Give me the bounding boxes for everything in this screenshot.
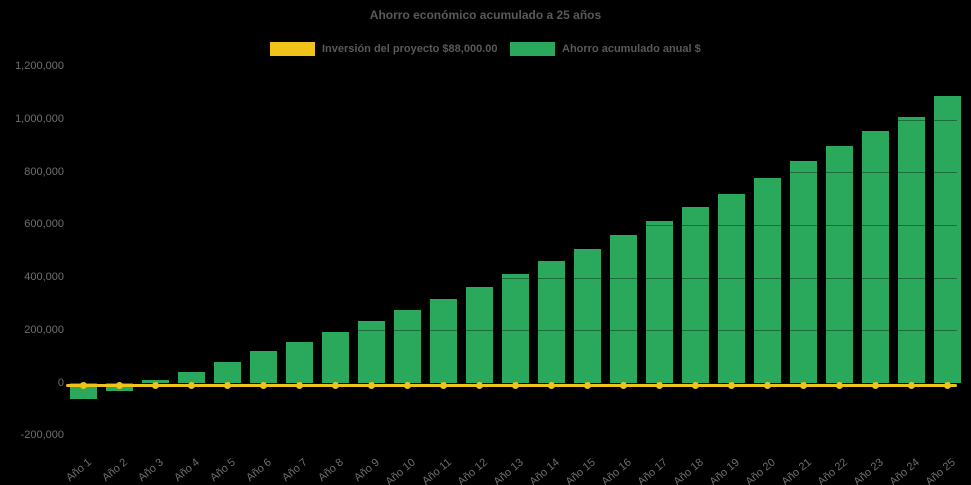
bar-año-9 [358,321,385,383]
bar-año-25 [934,96,961,383]
investment-line-marker [296,381,303,389]
bar-año-15 [574,249,601,383]
investment-line-marker [692,381,699,389]
investment-line-marker [152,381,159,389]
y-axis-tick-label: 200,000 [24,323,64,336]
legend-label-savings: Ahorro acumulado anual $ [562,42,701,55]
gridline [66,330,957,331]
bar-año-11 [430,298,457,383]
bar-año-21 [790,160,817,383]
investment-line-marker [620,381,627,389]
legend-item-savings: Ahorro acumulado anual $ [510,41,701,56]
y-axis-tick-label: 0 [57,376,64,389]
bar-año-19 [718,193,745,383]
investment-line-marker [908,381,915,389]
investment-line-marker [836,381,843,389]
gridline [66,225,957,226]
y-axis-tick-label: 800,000 [24,165,64,178]
bar-año-16 [610,235,637,383]
bar-año-24 [898,116,925,383]
y-axis-tick-label: 400,000 [24,271,64,284]
investment-line-marker [476,381,483,389]
investment-line-marker [116,381,123,389]
bar-año-5 [214,361,241,383]
bar-año-23 [862,131,889,383]
investment-line [66,383,957,387]
bar-año-12 [466,286,493,383]
investment-line-marker [404,381,411,389]
investment-line-marker [332,381,339,389]
investment-line-marker [800,381,807,389]
investment-line-marker [188,381,195,389]
bar-año-13 [502,274,529,383]
investment-line-marker [512,381,519,389]
investment-line-marker [368,381,375,389]
bar-año-17 [646,220,673,383]
bar-año-8 [322,331,349,383]
gridline [66,67,957,68]
gridline [66,278,957,279]
investment-line-marker [728,381,735,389]
x-axis-category-label: Año 1 [63,456,94,485]
y-axis-tick-label: 600,000 [24,218,64,231]
bar-año-1 [70,383,97,400]
investment-line-marker [548,381,555,389]
bar-año-20 [754,177,781,383]
savings-bar-swatch-icon [510,41,555,56]
bar-año-10 [394,310,421,383]
legend-item-investment: Inversión del proyecto $88,000.00 [270,41,497,56]
gridline [66,383,957,384]
investment-line-marker [764,381,771,389]
investment-line-marker [584,381,591,389]
y-axis-tick-label: 1,200,000 [15,60,64,73]
chart-title: Ahorro económico acumulado a 25 años [369,8,602,22]
bar-año-7 [286,341,313,383]
gridline [66,436,957,437]
investment-line-marker [656,381,663,389]
bar-año-18 [682,207,709,383]
y-axis-tick-label: -200,000 [20,429,64,442]
investment-line-marker [944,381,951,389]
investment-line-marker [80,381,87,389]
gridline [66,172,957,173]
bar-año-4 [178,371,205,383]
investment-line-marker [440,381,447,389]
gridline [66,120,957,121]
investment-line-swatch-icon [270,41,315,56]
legend: Inversión del proyecto $88,000.00 Ahorro… [0,41,971,57]
bar-año-22 [826,146,853,383]
y-axis-tick-label: 1,000,000 [15,113,64,125]
investment-line-marker [872,381,879,389]
investment-line-marker [260,381,267,389]
legend-label-investment: Inversión del proyecto $88,000.00 [322,42,498,55]
bar-año-6 [250,350,277,383]
bar-año-14 [538,261,565,383]
investment-line-marker [224,381,231,389]
